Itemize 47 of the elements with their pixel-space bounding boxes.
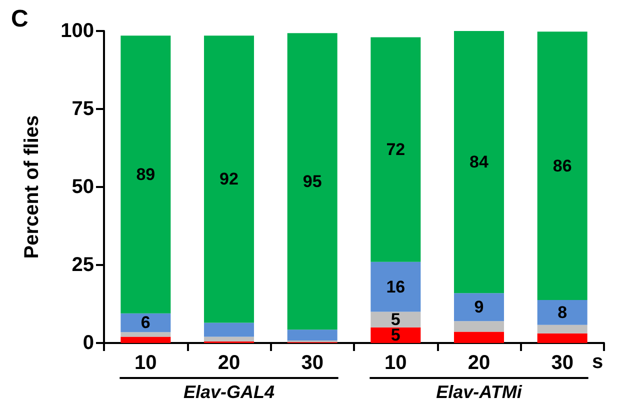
data-label: 16 bbox=[386, 277, 406, 296]
bar bbox=[454, 31, 504, 294]
data-label: 89 bbox=[136, 165, 156, 184]
bar bbox=[120, 313, 171, 332]
data-label: 95 bbox=[302, 172, 322, 191]
y-tick-label: 50 bbox=[72, 176, 94, 198]
data-label: 72 bbox=[386, 140, 406, 160]
bar bbox=[370, 327, 421, 343]
text: Elav-ATMi bbox=[436, 382, 523, 402]
bar bbox=[370, 262, 421, 312]
chart-title: C bbox=[11, 6, 28, 32]
data-label: 84 bbox=[470, 152, 489, 172]
bar bbox=[287, 330, 338, 341]
data-label: 8 bbox=[558, 302, 568, 322]
text: Elav-GAL4 bbox=[183, 382, 275, 402]
data-label: 9 bbox=[474, 298, 484, 317]
x-tick-label: 20 bbox=[468, 352, 490, 374]
bar bbox=[287, 33, 338, 330]
bar bbox=[120, 332, 171, 337]
y-tick-label: 25 bbox=[72, 254, 94, 276]
bar bbox=[454, 321, 504, 332]
bar bbox=[454, 332, 504, 343]
bar bbox=[537, 324, 588, 334]
data-label: 92 bbox=[220, 170, 238, 189]
data-label: 86 bbox=[552, 156, 572, 176]
bar bbox=[370, 312, 421, 328]
bar bbox=[120, 36, 171, 314]
y-axis-title: Percent of flies bbox=[21, 115, 43, 259]
data-label: 6 bbox=[140, 313, 150, 332]
x-tick-label: 10 bbox=[384, 352, 407, 374]
y-tick-label: 0 bbox=[82, 332, 94, 354]
x-tick-label: 30 bbox=[301, 352, 324, 374]
bar bbox=[537, 32, 588, 300]
x-tick-label: 10 bbox=[134, 352, 157, 374]
bar bbox=[204, 322, 254, 337]
bar bbox=[204, 36, 254, 323]
bar bbox=[537, 333, 588, 343]
x-tick-label: 30 bbox=[551, 352, 574, 374]
bar bbox=[537, 300, 588, 325]
x-tick-label: 20 bbox=[218, 352, 240, 374]
x-axis-title: s bbox=[592, 351, 604, 373]
y-tick-label: 100 bbox=[60, 20, 94, 42]
bar bbox=[120, 336, 171, 343]
bar bbox=[454, 293, 504, 322]
bar bbox=[204, 336, 254, 342]
y-tick-label: 75 bbox=[72, 98, 94, 120]
bar bbox=[370, 37, 421, 262]
